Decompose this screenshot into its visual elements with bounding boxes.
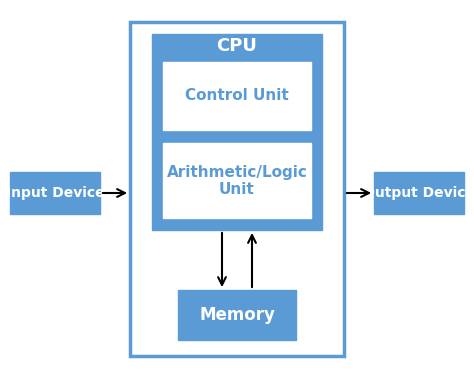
FancyBboxPatch shape <box>130 22 344 356</box>
Text: Control Unit: Control Unit <box>185 88 289 104</box>
Text: Input Device: Input Device <box>6 186 104 200</box>
Text: CPU: CPU <box>217 37 257 55</box>
Text: Arithmetic/Logic
Unit: Arithmetic/Logic Unit <box>166 165 308 197</box>
FancyBboxPatch shape <box>163 62 311 130</box>
FancyBboxPatch shape <box>163 143 311 218</box>
FancyBboxPatch shape <box>10 172 100 214</box>
Text: Output Device: Output Device <box>363 186 474 200</box>
FancyBboxPatch shape <box>374 172 464 214</box>
Text: Memory: Memory <box>199 306 275 324</box>
FancyBboxPatch shape <box>178 290 296 340</box>
FancyBboxPatch shape <box>152 34 322 230</box>
